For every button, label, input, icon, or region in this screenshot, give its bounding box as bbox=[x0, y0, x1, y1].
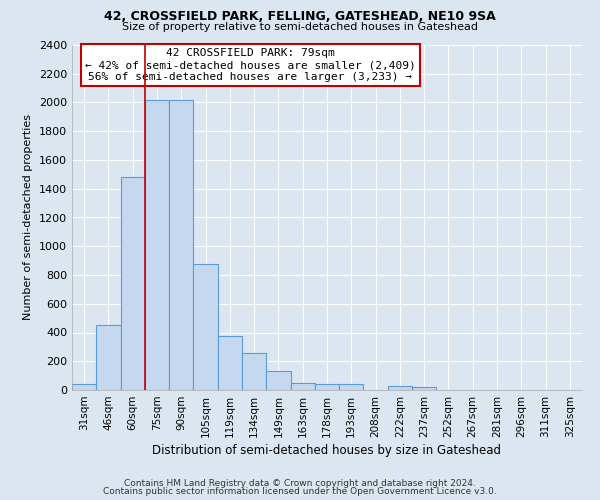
Bar bbox=[121, 178, 145, 390]
Bar bbox=[96, 326, 121, 390]
Text: 42, CROSSFIELD PARK, FELLING, GATESHEAD, NE10 9SA: 42, CROSSFIELD PARK, FELLING, GATESHEAD,… bbox=[104, 10, 496, 23]
Bar bbox=[315, 384, 339, 390]
Bar bbox=[388, 386, 412, 390]
Bar bbox=[290, 383, 315, 390]
Text: Contains HM Land Registry data © Crown copyright and database right 2024.: Contains HM Land Registry data © Crown c… bbox=[124, 478, 476, 488]
Text: 42 CROSSFIELD PARK: 79sqm
← 42% of semi-detached houses are smaller (2,409)
56% : 42 CROSSFIELD PARK: 79sqm ← 42% of semi-… bbox=[85, 48, 416, 82]
Bar bbox=[339, 384, 364, 390]
Y-axis label: Number of semi-detached properties: Number of semi-detached properties bbox=[23, 114, 34, 320]
Bar bbox=[193, 264, 218, 390]
Bar bbox=[169, 100, 193, 390]
Bar bbox=[266, 372, 290, 390]
Bar bbox=[72, 384, 96, 390]
Bar bbox=[242, 354, 266, 390]
Bar bbox=[145, 100, 169, 390]
X-axis label: Distribution of semi-detached houses by size in Gateshead: Distribution of semi-detached houses by … bbox=[152, 444, 502, 457]
Bar bbox=[412, 387, 436, 390]
Text: Size of property relative to semi-detached houses in Gateshead: Size of property relative to semi-detach… bbox=[122, 22, 478, 32]
Bar bbox=[218, 336, 242, 390]
Text: Contains public sector information licensed under the Open Government Licence v3: Contains public sector information licen… bbox=[103, 487, 497, 496]
